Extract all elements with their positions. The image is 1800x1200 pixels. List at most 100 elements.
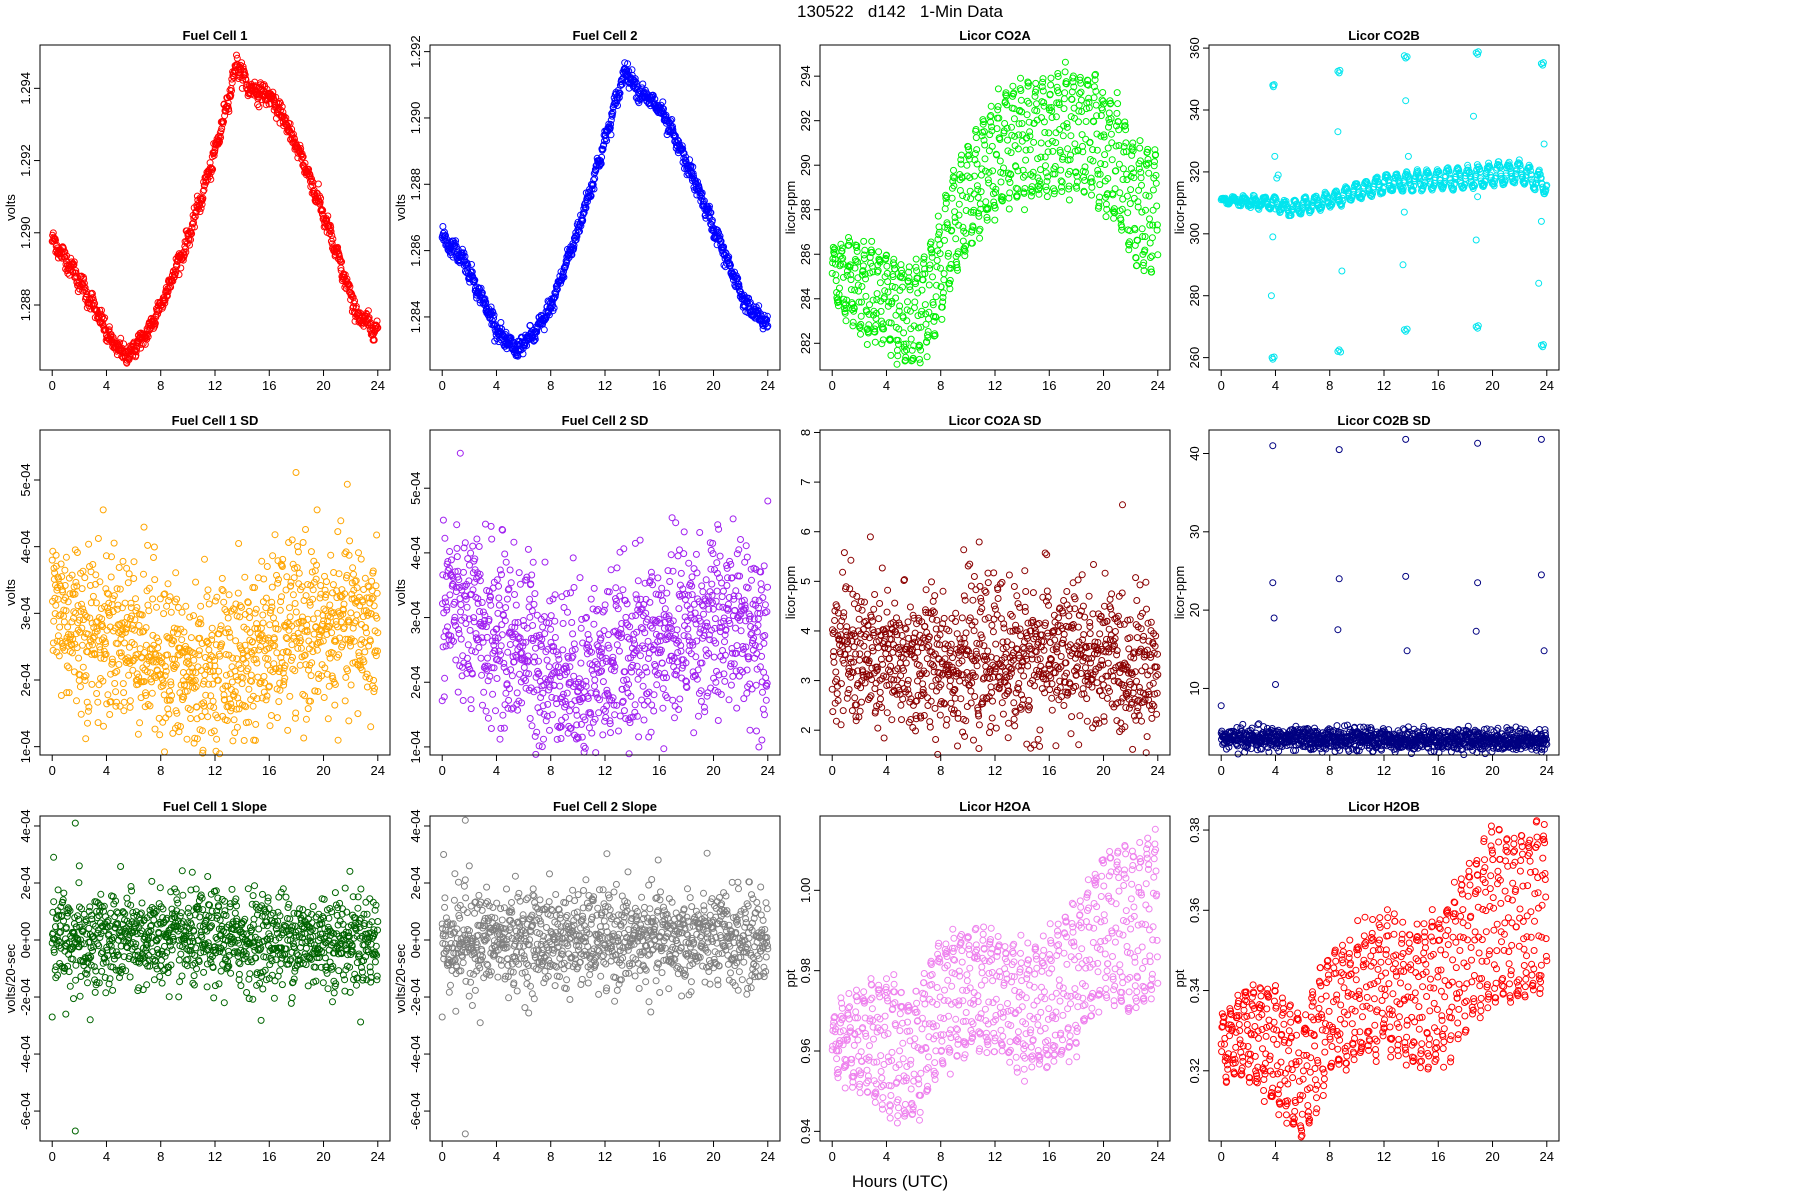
data-point xyxy=(872,309,880,317)
data-point xyxy=(524,545,532,553)
data-point xyxy=(911,298,919,306)
data-point xyxy=(183,735,191,743)
data-point xyxy=(262,101,270,109)
data-point xyxy=(1030,138,1038,146)
data-point xyxy=(78,585,86,593)
data-point xyxy=(850,307,858,315)
data-point xyxy=(130,558,138,566)
data-point xyxy=(299,690,307,698)
data-point xyxy=(1039,75,1047,83)
data-point xyxy=(1019,131,1027,139)
data-point xyxy=(1082,118,1090,125)
data-point xyxy=(533,328,541,336)
data-point xyxy=(1032,79,1040,87)
data-point xyxy=(233,655,241,663)
data-point xyxy=(70,258,78,266)
data-point xyxy=(105,323,113,331)
panel-title: Licor CO2A xyxy=(959,28,1031,43)
data-point xyxy=(276,606,284,614)
data-point xyxy=(192,683,200,691)
data-point xyxy=(1073,172,1081,180)
data-point xyxy=(504,648,512,656)
data-point xyxy=(913,267,921,275)
y-tick-label: 320 xyxy=(1187,161,1202,183)
y-tick-label: 288 xyxy=(798,199,813,221)
x-tick-label: 20 xyxy=(706,378,720,393)
data-point xyxy=(897,266,905,274)
data-point xyxy=(233,54,241,62)
data-point xyxy=(1400,208,1408,216)
data-point xyxy=(289,591,297,599)
data-point xyxy=(963,161,971,169)
data-point xyxy=(177,264,185,272)
data-point xyxy=(373,317,381,325)
data-point xyxy=(241,573,249,581)
data-point xyxy=(233,723,241,731)
data-point xyxy=(64,623,72,631)
data-point xyxy=(178,636,186,644)
data-point xyxy=(307,672,315,680)
data-point xyxy=(331,681,339,688)
data-point xyxy=(134,730,142,738)
data-series xyxy=(1217,48,1551,363)
data-point xyxy=(763,312,771,320)
data-point xyxy=(1021,206,1028,214)
data-point xyxy=(160,691,168,699)
data-point xyxy=(502,328,510,336)
data-point xyxy=(52,601,60,609)
data-point xyxy=(94,719,102,727)
data-point xyxy=(651,95,659,103)
data-point xyxy=(853,247,861,255)
data-point xyxy=(1540,140,1548,148)
data-point xyxy=(331,701,339,709)
data-point xyxy=(151,725,159,733)
data-point xyxy=(876,279,884,287)
data-point xyxy=(529,558,537,566)
data-point xyxy=(182,248,190,256)
data-point xyxy=(1271,152,1279,160)
panel-title: Fuel Cell 2 xyxy=(572,28,637,43)
data-point xyxy=(343,480,351,488)
data-point xyxy=(850,305,858,312)
data-point xyxy=(324,212,332,220)
data-point xyxy=(842,317,850,325)
x-tick-label: 4 xyxy=(103,378,110,393)
data-point xyxy=(456,253,464,261)
data-point xyxy=(930,317,938,325)
data-point xyxy=(1088,191,1095,199)
data-point xyxy=(871,328,879,336)
data-point xyxy=(498,621,506,629)
data-point xyxy=(997,178,1005,186)
data-point xyxy=(506,641,514,648)
data-point xyxy=(292,469,300,476)
data-point xyxy=(716,232,724,240)
data-point xyxy=(887,351,895,359)
data-point xyxy=(873,296,881,304)
data-point xyxy=(334,736,342,744)
panel-title: Licor CO2B xyxy=(1348,28,1420,43)
data-point xyxy=(624,60,632,68)
data-point xyxy=(921,265,929,273)
data-point xyxy=(837,260,844,268)
data-point xyxy=(1535,279,1543,287)
data-point xyxy=(858,283,866,290)
data-point xyxy=(928,249,936,257)
data-point xyxy=(98,306,105,314)
data-point xyxy=(300,734,308,742)
data-point xyxy=(890,255,898,263)
data-point xyxy=(502,558,510,566)
data-point xyxy=(890,261,898,269)
data-point xyxy=(49,639,57,647)
data-point xyxy=(887,319,895,327)
data-point xyxy=(125,570,133,578)
data-point xyxy=(162,714,170,722)
data-point xyxy=(245,685,253,693)
data-point xyxy=(590,185,598,193)
x-tick-label: 16 xyxy=(1431,378,1445,393)
data-point xyxy=(1102,213,1110,221)
data-point xyxy=(125,356,133,364)
data-point xyxy=(196,208,204,216)
data-point xyxy=(499,711,507,719)
data-point xyxy=(484,714,492,722)
